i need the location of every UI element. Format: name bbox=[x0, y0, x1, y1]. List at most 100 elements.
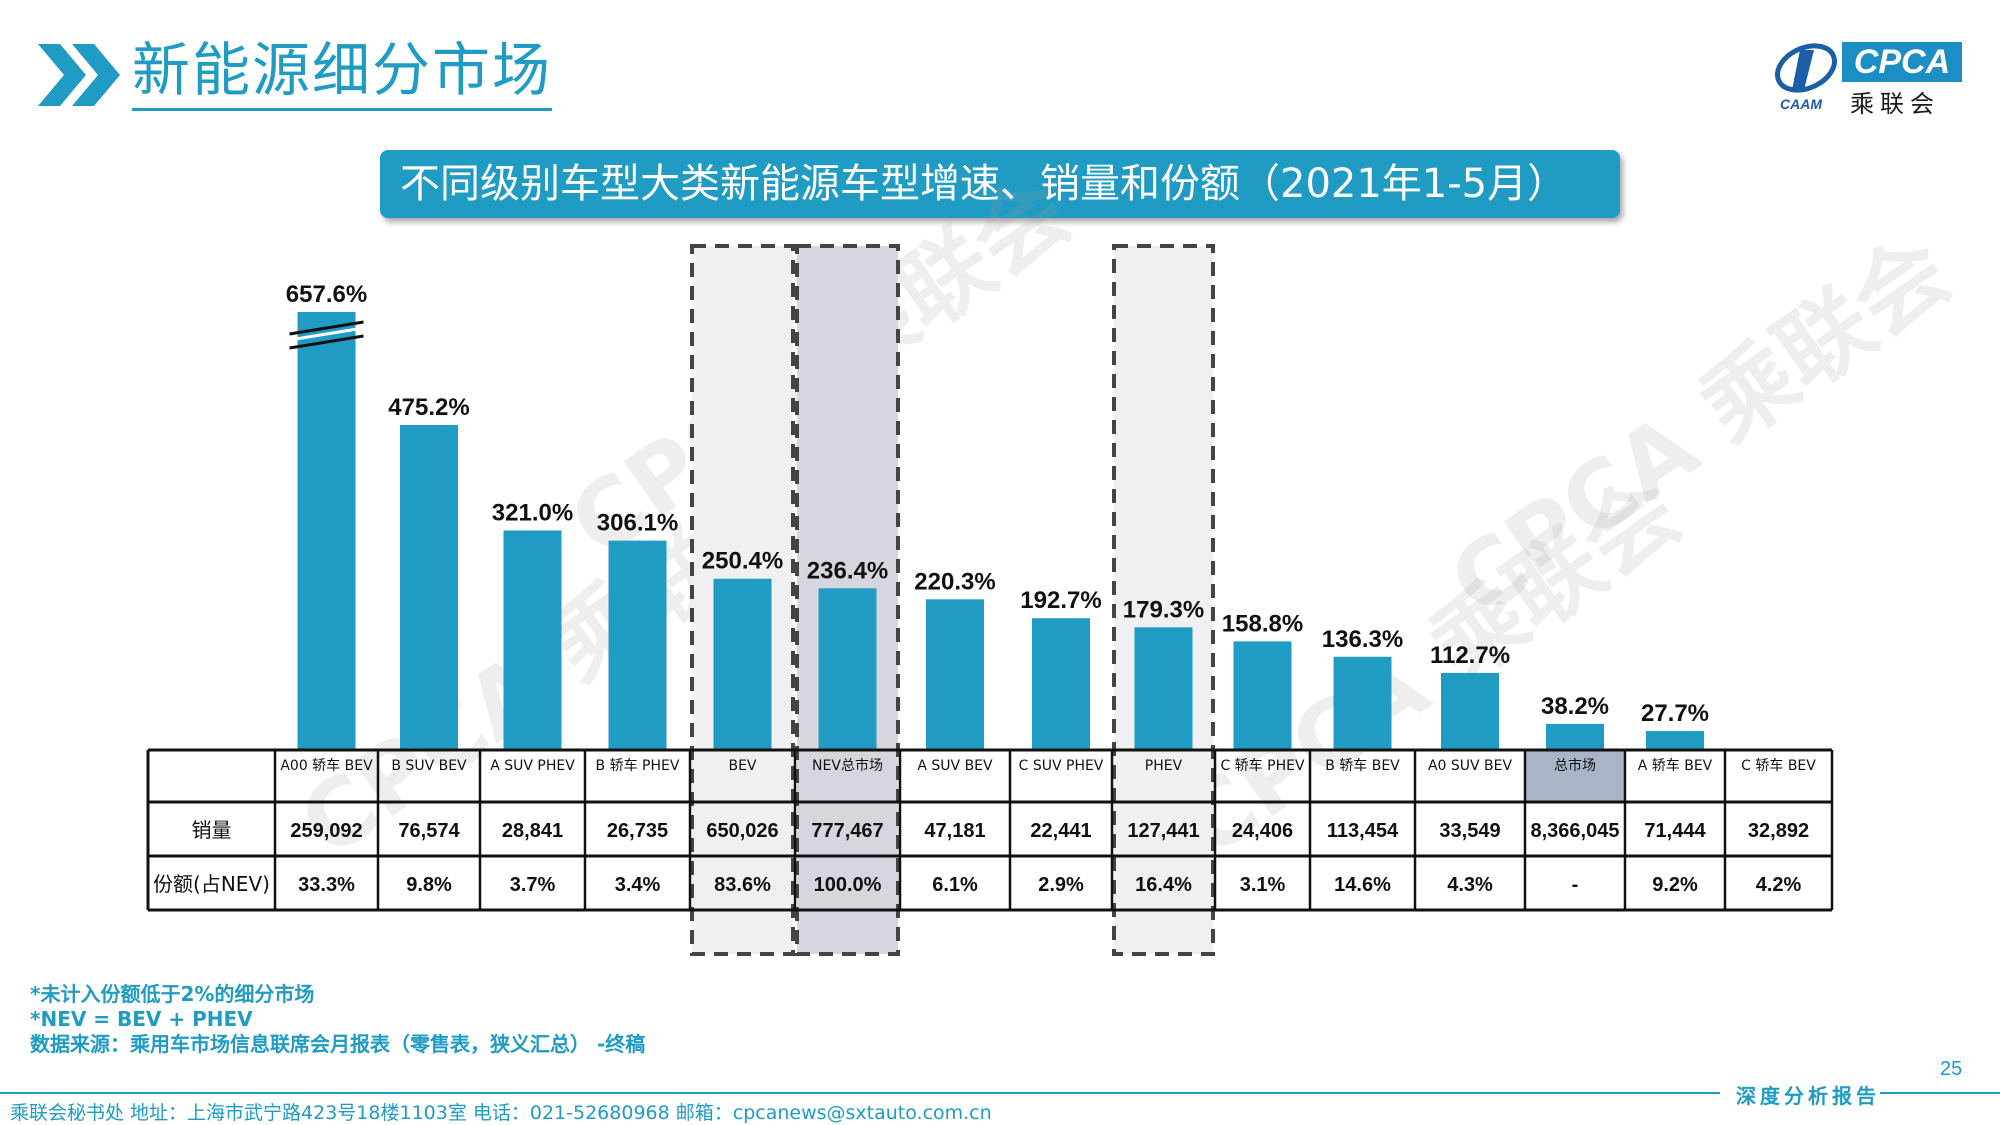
sales-cell: 777,467 bbox=[811, 820, 883, 842]
logo-caam-text: CAAM bbox=[1780, 96, 1822, 112]
sales-cell: 8,366,045 bbox=[1531, 820, 1620, 842]
axis-break-mark bbox=[289, 334, 364, 350]
sales-cell: 76,574 bbox=[398, 820, 460, 842]
share-cell: 6.1% bbox=[932, 874, 978, 896]
bar bbox=[1333, 656, 1392, 750]
data-label: 236.4% bbox=[807, 557, 888, 584]
data-label: 38.2% bbox=[1541, 693, 1609, 720]
axis-break-mark bbox=[289, 320, 364, 336]
share-cell: 4.3% bbox=[1447, 874, 1493, 896]
bar bbox=[297, 312, 356, 750]
sales-cell: 259,092 bbox=[290, 820, 362, 842]
share-cell: 16.4% bbox=[1135, 874, 1192, 896]
axis-break-mark bbox=[289, 326, 364, 342]
row-label-sales: 销量 bbox=[192, 818, 232, 842]
tick-label: A0 SUV BEV bbox=[1428, 758, 1513, 774]
cpca-emblem-icon bbox=[1775, 43, 1837, 93]
bar bbox=[713, 578, 772, 750]
data-label: 657.6% bbox=[286, 281, 367, 308]
share-cell: 14.6% bbox=[1334, 874, 1391, 896]
data-label: 158.8% bbox=[1222, 610, 1303, 637]
page-number: 25 bbox=[1940, 1058, 1963, 1080]
footer-report-tag: 深度分析报告 bbox=[1736, 1084, 1880, 1108]
tick-label: PHEV bbox=[1145, 758, 1183, 774]
page-title: 新能源细分市场 bbox=[132, 34, 553, 111]
share-cell: 2.9% bbox=[1038, 874, 1084, 896]
bar bbox=[608, 540, 667, 750]
share-cell: 33.3% bbox=[298, 874, 355, 896]
bar bbox=[926, 599, 984, 750]
tick-label: C 轿车 PHEV bbox=[1220, 757, 1304, 774]
cpca-logo: CPCA 乘联会 CAAM bbox=[1770, 40, 1970, 120]
data-label: 321.0% bbox=[492, 499, 573, 526]
sales-cell: 28,841 bbox=[502, 820, 563, 842]
sales-cell: 127,441 bbox=[1127, 820, 1199, 842]
share-cell: 3.7% bbox=[510, 874, 556, 896]
tick-label: A SUV BEV bbox=[917, 758, 993, 774]
footer-divider bbox=[1880, 1092, 2000, 1094]
tick-label: B SUV BEV bbox=[391, 758, 467, 774]
tick-label: B 轿车 BEV bbox=[1325, 757, 1400, 774]
share-cell: 83.6% bbox=[714, 874, 771, 896]
bar bbox=[1233, 641, 1292, 750]
header-chevron-icon bbox=[38, 44, 120, 106]
data-label: 220.3% bbox=[914, 568, 995, 595]
data-label: 306.1% bbox=[597, 510, 678, 537]
header-cell-fill bbox=[1525, 750, 1625, 802]
tick-label: B 轿车 PHEV bbox=[596, 757, 680, 774]
logo-cpca-text: CPCA bbox=[1842, 42, 1962, 82]
note-line: 数据来源：乘用车市场信息联席会月报表（零售表，狭义汇总） -终稿 bbox=[30, 1032, 646, 1056]
sales-cell: 26,735 bbox=[607, 820, 668, 842]
tick-label: A SUV PHEV bbox=[490, 758, 575, 774]
tick-label: A 轿车 BEV bbox=[1638, 757, 1713, 774]
bar bbox=[503, 530, 562, 750]
bar bbox=[400, 424, 458, 750]
logo-cn-text: 乘联会 bbox=[1850, 90, 1940, 118]
data-label: 475.2% bbox=[388, 394, 469, 421]
sales-cell: 32,892 bbox=[1748, 820, 1809, 842]
sales-cell: 24,406 bbox=[1232, 820, 1293, 842]
sales-cell: 22,441 bbox=[1030, 820, 1091, 842]
share-cell: 3.1% bbox=[1240, 874, 1286, 896]
tick-label: A00 轿车 BEV bbox=[280, 757, 373, 774]
data-label: 27.7% bbox=[1641, 700, 1709, 727]
bar bbox=[1134, 627, 1193, 750]
highlight-box bbox=[795, 244, 900, 956]
bar bbox=[1546, 723, 1604, 750]
share-cell: 100.0% bbox=[814, 874, 882, 896]
sales-cell: 113,454 bbox=[1327, 820, 1399, 842]
tick-label: C 轿车 BEV bbox=[1741, 757, 1816, 774]
footer-address: 乘联会秘书处 地址：上海市武宁路423号18楼1103室 电话：021-5268… bbox=[10, 1102, 992, 1124]
tick-label: BEV bbox=[728, 758, 756, 774]
data-label: 179.3% bbox=[1123, 596, 1204, 623]
share-cell: - bbox=[1572, 874, 1579, 896]
note-line: *NEV = BEV + PHEV bbox=[30, 1007, 253, 1031]
data-label: 112.7% bbox=[1430, 642, 1510, 669]
share-cell: 3.4% bbox=[615, 874, 661, 896]
highlight-box bbox=[1112, 244, 1215, 956]
share-cell: 9.8% bbox=[406, 874, 452, 896]
bar bbox=[818, 588, 877, 750]
tick-label: 总市场 bbox=[1554, 757, 1596, 774]
data-label: 192.7% bbox=[1020, 587, 1101, 614]
data-label: 136.3% bbox=[1322, 626, 1403, 653]
data-label: 250.4% bbox=[702, 548, 783, 575]
footer-divider bbox=[0, 1092, 1720, 1094]
tick-label: C SUV PHEV bbox=[1019, 758, 1104, 774]
sales-cell: 650,026 bbox=[706, 820, 778, 842]
sales-cell: 47,181 bbox=[924, 820, 985, 842]
bar bbox=[1646, 731, 1704, 750]
share-cell: 9.2% bbox=[1652, 874, 1698, 896]
bar bbox=[1032, 618, 1090, 750]
sales-cell: 33,549 bbox=[1439, 820, 1500, 842]
share-cell: 4.2% bbox=[1756, 874, 1802, 896]
row-label-share: 份额(占NEV) bbox=[153, 872, 270, 896]
chart-notes: *未计入份额低于2%的细分市场 *NEV = BEV + PHEV 数据来源：乘… bbox=[30, 982, 645, 1057]
tick-label: NEV总市场 bbox=[812, 757, 883, 774]
chart-title: 不同级别车型大类新能源车型增速、销量和份额（2021年1-5月） bbox=[380, 150, 1620, 218]
sales-cell: 71,444 bbox=[1644, 820, 1706, 842]
watermark-text: CPCA 乘联会 bbox=[1431, 217, 1969, 638]
bar bbox=[1441, 672, 1499, 750]
note-line: *未计入份额低于2%的细分市场 bbox=[30, 982, 315, 1006]
